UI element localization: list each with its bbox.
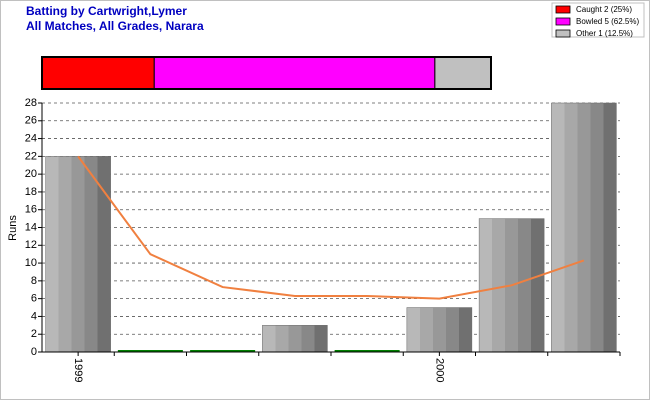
y-tick-label: 8 bbox=[31, 275, 37, 287]
y-tick-label: 4 bbox=[31, 310, 37, 322]
bar bbox=[334, 350, 400, 352]
bar bbox=[551, 102, 617, 353]
bar-segment bbox=[434, 56, 492, 90]
legend-swatch bbox=[555, 17, 571, 26]
legend-swatch bbox=[555, 5, 571, 14]
bar bbox=[190, 350, 256, 352]
y-tick-label: 12 bbox=[25, 239, 37, 251]
bar-segment bbox=[41, 56, 155, 90]
y-tick-label: 22 bbox=[25, 150, 37, 162]
bar-outline bbox=[41, 56, 492, 90]
y-tick-label: 16 bbox=[25, 204, 37, 216]
y-tick-label: 10 bbox=[25, 257, 37, 269]
chart-title: Batting by Cartwright,Lymer bbox=[26, 4, 187, 18]
y-tick-label: 2 bbox=[31, 328, 37, 340]
x-tick-label: 1999 bbox=[72, 358, 84, 382]
bar bbox=[117, 350, 183, 352]
y-axis-label: Runs bbox=[7, 215, 19, 241]
legend-swatch bbox=[555, 29, 571, 38]
y-tick-label: 20 bbox=[25, 168, 37, 180]
bar-segment bbox=[153, 56, 436, 90]
y-tick-label: 24 bbox=[25, 132, 37, 144]
legend-label: Bowled 5 (62.5%) bbox=[576, 17, 639, 26]
x-tick-label: 2000 bbox=[433, 358, 445, 382]
legend-label: Other 1 (12.5%) bbox=[576, 29, 633, 38]
y-tick-label: 0 bbox=[31, 346, 37, 358]
y-tick-label: 14 bbox=[25, 221, 37, 233]
y-tick-label: 18 bbox=[25, 186, 37, 198]
bar bbox=[45, 156, 111, 353]
bar bbox=[406, 307, 473, 353]
y-tick-label: 26 bbox=[25, 115, 37, 127]
bar bbox=[262, 325, 328, 353]
y-tick-label: 6 bbox=[31, 293, 37, 305]
average-line bbox=[77, 155, 585, 300]
chart-subtitle: All Matches, All Grades, Narara bbox=[26, 19, 204, 33]
y-tick-label: 28 bbox=[25, 97, 37, 109]
legend-label: Caught 2 (25%) bbox=[576, 5, 632, 14]
